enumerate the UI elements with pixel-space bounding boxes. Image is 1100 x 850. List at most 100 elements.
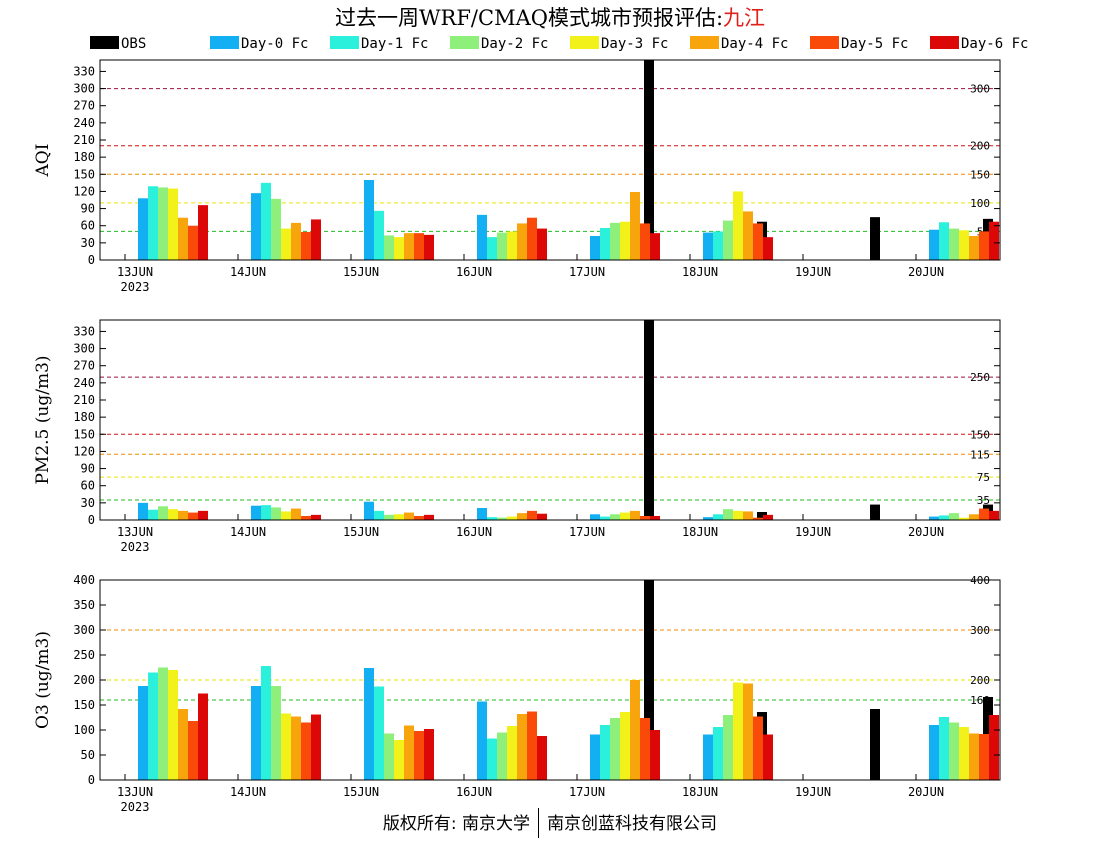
- bar: [374, 210, 384, 260]
- bar: [630, 192, 640, 260]
- y-tick-label: 150: [73, 427, 95, 441]
- legend-item: Day-5 Fc: [810, 36, 908, 52]
- legend-label: Day-4 Fc: [721, 36, 789, 52]
- bar: [979, 231, 989, 260]
- bar: [148, 186, 158, 260]
- bar: [650, 233, 660, 260]
- bar: [929, 725, 939, 780]
- bar: [271, 686, 281, 780]
- bar: [979, 734, 989, 780]
- bar: [364, 668, 374, 780]
- y-tick-label: 50: [81, 748, 95, 762]
- bar: [178, 510, 188, 520]
- bar: [424, 514, 434, 520]
- bar: [620, 512, 630, 520]
- bar: [949, 722, 959, 780]
- legend-item: OBS: [90, 36, 146, 52]
- bar: [394, 740, 404, 780]
- bar: [640, 516, 650, 520]
- x-tick-label: 13JUN: [117, 785, 153, 799]
- y-tick-label: 400: [73, 573, 95, 587]
- bar: [384, 235, 394, 260]
- y-tick-label: 0: [88, 773, 95, 787]
- bar: [507, 516, 517, 520]
- bar: [178, 217, 188, 260]
- bar: [870, 709, 880, 780]
- x-year-label: 2023: [121, 540, 150, 554]
- legend-item: Day-0 Fc: [210, 36, 308, 52]
- bar: [168, 188, 178, 260]
- legend-item: Day-1 Fc: [330, 36, 428, 52]
- bar: [733, 682, 743, 780]
- bar: [148, 509, 158, 520]
- legend-label: Day-1 Fc: [361, 36, 429, 52]
- bar: [644, 580, 654, 780]
- legend-swatch: [810, 36, 839, 49]
- reference-line-label: 300: [970, 83, 990, 96]
- x-tick-label: 18JUN: [682, 785, 718, 799]
- bar: [497, 732, 507, 780]
- bar: [743, 511, 753, 520]
- bar: [590, 734, 600, 780]
- bar: [620, 712, 630, 780]
- reference-line-label: 35: [977, 494, 990, 507]
- bar: [527, 711, 537, 780]
- bar: [703, 517, 713, 520]
- bar: [311, 219, 321, 260]
- bar: [477, 701, 487, 780]
- plot-frame: [99, 59, 1001, 261]
- bar: [527, 510, 537, 520]
- bar: [969, 236, 979, 260]
- bar: [311, 714, 321, 780]
- bar: [537, 736, 547, 780]
- bar: [979, 508, 989, 520]
- bar: [138, 198, 148, 260]
- y-tick-label: 240: [73, 376, 95, 390]
- bar: [261, 182, 271, 260]
- bar: [517, 714, 527, 780]
- y-tick-label: 240: [73, 116, 95, 130]
- legend-swatch: [90, 36, 119, 49]
- bar: [644, 60, 654, 260]
- reference-line-label: 250: [970, 371, 990, 384]
- bar: [610, 718, 620, 780]
- bar: [251, 193, 261, 260]
- y-tick-label: 300: [73, 623, 95, 637]
- bar: [537, 513, 547, 520]
- bar: [271, 507, 281, 520]
- legend: OBS Day-0 Fc Day-1 Fc Day-2 Fc Day-3 Fc Day-4…: [0, 36, 1100, 54]
- bar: [291, 508, 301, 520]
- bar: [198, 205, 208, 260]
- y-tick-label: 180: [73, 150, 95, 164]
- bar: [870, 217, 880, 260]
- chart-title: 过去一周WRF/CMAQ模式城市预报评估:九江: [0, 2, 1100, 32]
- footer-company: 南京创蓝科技有限公司: [547, 814, 718, 834]
- bar: [517, 223, 527, 260]
- bar: [703, 232, 713, 260]
- bar: [723, 715, 733, 780]
- bar: [384, 514, 394, 520]
- x-tick-label: 17JUN: [569, 265, 605, 279]
- bar: [723, 220, 733, 260]
- y-tick-label: 270: [73, 99, 95, 113]
- y-tick-label: 180: [73, 410, 95, 424]
- y-tick-label: 330: [73, 64, 95, 78]
- bar: [757, 512, 767, 520]
- bar: [989, 221, 999, 260]
- bar: [537, 228, 547, 260]
- bar: [404, 512, 414, 520]
- bar: [507, 726, 517, 780]
- bar: [261, 505, 271, 520]
- bar: [168, 509, 178, 520]
- legend-label: Day-6 Fc: [961, 36, 1029, 52]
- legend-label: Day-3 Fc: [601, 36, 669, 52]
- y-tick-label: 350: [73, 598, 95, 612]
- legend-label: Day-2 Fc: [481, 36, 549, 52]
- x-tick-label: 14JUN: [230, 265, 266, 279]
- bar: [753, 223, 763, 260]
- bar: [414, 516, 424, 520]
- y-tick-label: 120: [73, 184, 95, 198]
- bar: [394, 237, 404, 260]
- reference-line-label: 150: [970, 168, 990, 181]
- x-tick-label: 18JUN: [682, 525, 718, 539]
